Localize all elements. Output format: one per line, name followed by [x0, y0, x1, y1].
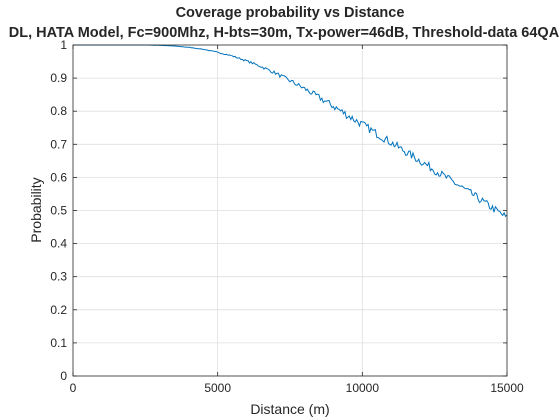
x-tick-label: 0 [70, 381, 77, 395]
y-tick-label: 0.9 [50, 71, 67, 85]
chart-title: Coverage probability vs Distance [176, 5, 405, 21]
y-tick-label: 0.6 [50, 170, 67, 184]
y-tick-label: 1 [60, 38, 67, 52]
y-tick-label: 0.4 [50, 237, 67, 251]
x-tick-label: 15000 [490, 381, 524, 395]
x-tick-label: 10000 [346, 381, 380, 395]
y-tick-label: 0.5 [50, 204, 67, 218]
y-tick-label: 0.1 [50, 336, 67, 350]
x-tick-label: 5000 [204, 381, 231, 395]
grid-lines [73, 45, 507, 376]
y-tick-label: 0.3 [50, 270, 67, 284]
y-tick-label: 0.2 [50, 303, 67, 317]
x-axis-label: Distance (m) [250, 401, 329, 417]
axis-ticks: 0 5000 10000 15000 0 0.1 0.2 0.3 0.4 0.5 0.6 0.7 0.8… [50, 38, 524, 395]
y-tick-label: 0.7 [50, 137, 67, 151]
y-axis-label: Probability [28, 177, 44, 242]
y-tick-label: 0.8 [50, 104, 67, 118]
chart-subtitle: DL, HATA Model, Fc=900Mhz, H-bts=30m, Tx… [9, 25, 560, 41]
y-tick-label: 0 [60, 369, 67, 383]
